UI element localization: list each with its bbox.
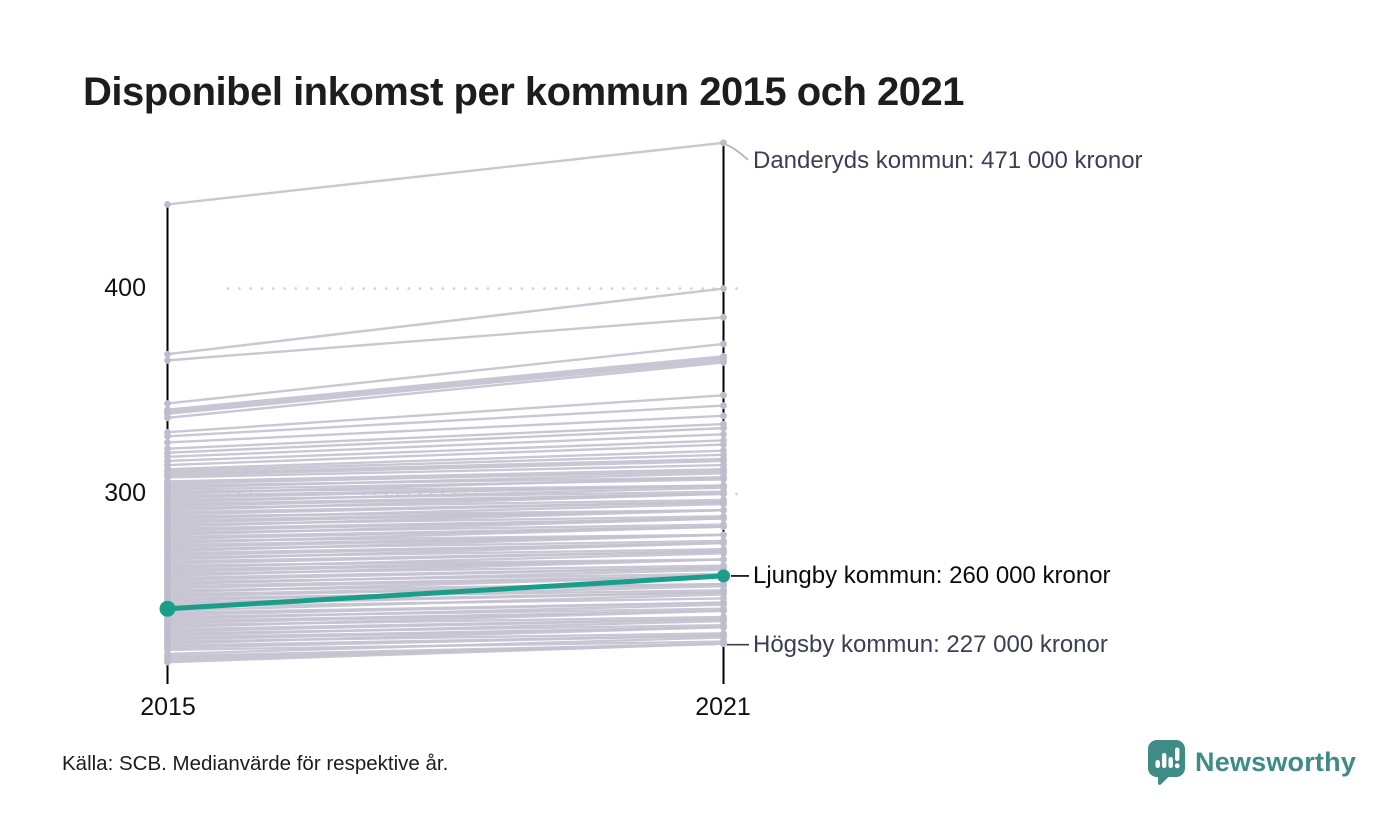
x-tick-label-2015: 2015 (140, 693, 196, 721)
newsworthy-chart-bubble-icon (1148, 740, 1185, 785)
highlight-line-ljungby (159, 569, 730, 617)
brand-wordmark: Newsworthy (1195, 747, 1357, 777)
page-title: Disponibel inkomst per kommun 2015 och 2… (83, 70, 965, 114)
y-tick-label-300: 300 (104, 479, 146, 507)
annotation-ljungby: Ljungby kommun: 260 000 kronor (753, 562, 1111, 589)
municipality-lines (164, 139, 727, 666)
brand-logo: Newsworthy (1147, 739, 1356, 786)
source-note: Källa: SCB. Medianvärde för respektive å… (62, 752, 449, 775)
y-tick-label-400: 400 (104, 274, 146, 302)
annotation-danderyd: Danderyds kommun: 471 000 kronor (753, 147, 1143, 174)
annotation-hogsby: Högsby kommun: 227 000 kronor (753, 631, 1108, 658)
annotation-leaders (726, 143, 749, 646)
x-tick-label-2021: 2021 (695, 693, 751, 721)
